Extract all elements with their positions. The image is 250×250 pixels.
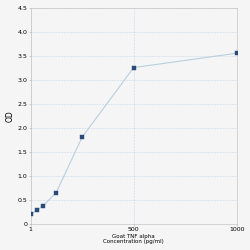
Y-axis label: OD: OD: [6, 110, 15, 122]
X-axis label: Goat TNF alpha
Concentration (pg/ml): Goat TNF alpha Concentration (pg/ml): [103, 234, 164, 244]
